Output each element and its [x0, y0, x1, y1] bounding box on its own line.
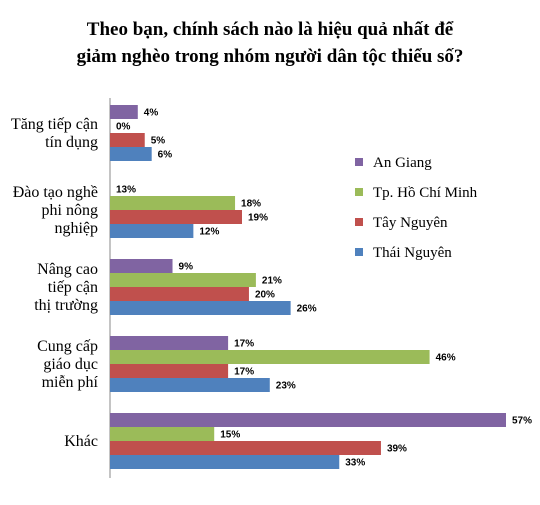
- data-label-3-1: 9%: [179, 262, 194, 273]
- bar-5-4: [110, 455, 340, 469]
- data-label-5-1: 57%: [512, 416, 532, 427]
- data-label-1-3: 5%: [151, 136, 166, 147]
- bar-4-2: [110, 350, 430, 364]
- category-label-1-line-2: tín dụng: [45, 134, 98, 151]
- legend-swatch-4: [355, 248, 363, 256]
- category-label-2-line-2: phi nông: [42, 202, 98, 219]
- data-label-5-4: 33%: [345, 458, 365, 469]
- bar-3-1: [110, 259, 173, 273]
- legend-swatch-3: [355, 218, 363, 226]
- bar-3-3: [110, 287, 249, 301]
- data-label-2-4: 12%: [199, 227, 219, 238]
- category-label-5-line-1: Khác: [64, 433, 98, 450]
- data-label-4-2: 46%: [436, 353, 456, 364]
- bar-2-4: [110, 224, 194, 238]
- data-label-2-1: 13%: [116, 185, 136, 196]
- legend-swatch-2: [355, 188, 363, 196]
- category-label-3-line-3: thị trường: [34, 297, 98, 314]
- bar-1-4: [110, 147, 152, 161]
- category-label-3-line-1: Nâng cao: [37, 261, 98, 278]
- bar-4-1: [110, 336, 229, 350]
- data-label-2-3: 19%: [248, 213, 268, 224]
- legend-label-2: Tp. Hồ Chí Minh: [373, 185, 478, 201]
- category-label-2-line-3: nghiệp: [54, 220, 98, 237]
- data-label-1-4: 6%: [158, 150, 173, 161]
- bar-5-1: [110, 413, 506, 427]
- bar-4-3: [110, 364, 229, 378]
- data-label-2-2: 18%: [241, 199, 261, 210]
- bar-5-2: [110, 427, 215, 441]
- category-label-4-line-1: Cung cấp: [37, 338, 98, 355]
- data-label-1-2: 0%: [116, 122, 131, 133]
- legend-label-1: An Giang: [373, 155, 432, 171]
- legend-label-4: Thái Nguyên: [373, 245, 452, 261]
- data-label-4-3: 17%: [234, 367, 254, 378]
- data-label-3-3: 20%: [255, 290, 275, 301]
- legend-swatch-1: [355, 158, 363, 166]
- bar-1-3: [110, 133, 145, 147]
- category-label-4-line-3: miễn phí: [42, 374, 99, 391]
- bar-2-2: [110, 196, 236, 210]
- bar-5-3: [110, 441, 381, 455]
- category-label-2-line-1: Đào tạo nghề: [13, 184, 98, 201]
- bar-3-4: [110, 301, 291, 315]
- data-label-3-2: 21%: [262, 276, 282, 287]
- data-label-5-3: 39%: [387, 444, 407, 455]
- data-label-5-2: 15%: [220, 430, 240, 441]
- data-label-3-4: 26%: [297, 304, 317, 315]
- category-label-1-line-1: Tăng tiếp cận: [11, 116, 98, 133]
- chart-title-line-2: giảm nghèo trong nhóm người dân tộc thiể…: [77, 46, 464, 67]
- bar-1-1: [110, 105, 138, 119]
- chart-title: Theo bạn, chính sách nào là hiệu quả nhấ…: [77, 19, 464, 67]
- legend: An Giang Tp. Hồ Chí Minh Tây Nguyên Thái Ng…: [355, 155, 478, 261]
- data-label-4-1: 17%: [234, 339, 254, 350]
- data-label-1-1: 4%: [144, 108, 159, 119]
- bar-2-3: [110, 210, 242, 224]
- data-label-4-4: 23%: [276, 381, 296, 392]
- legend-label-3: Tây Nguyên: [373, 215, 448, 231]
- bar-3-2: [110, 273, 256, 287]
- chart-title-line-1: Theo bạn, chính sách nào là hiệu quả nhấ…: [87, 19, 454, 40]
- category-label-3-line-2: tiếp cận: [48, 279, 98, 296]
- bar-4-4: [110, 378, 270, 392]
- category-label-4-line-2: giáo dục: [43, 356, 98, 373]
- bars-group: 4% 0% 5% 6% 13% 18% 19% 12% 9% 21% 20% 26% 17% 46% 17%…: [110, 105, 532, 469]
